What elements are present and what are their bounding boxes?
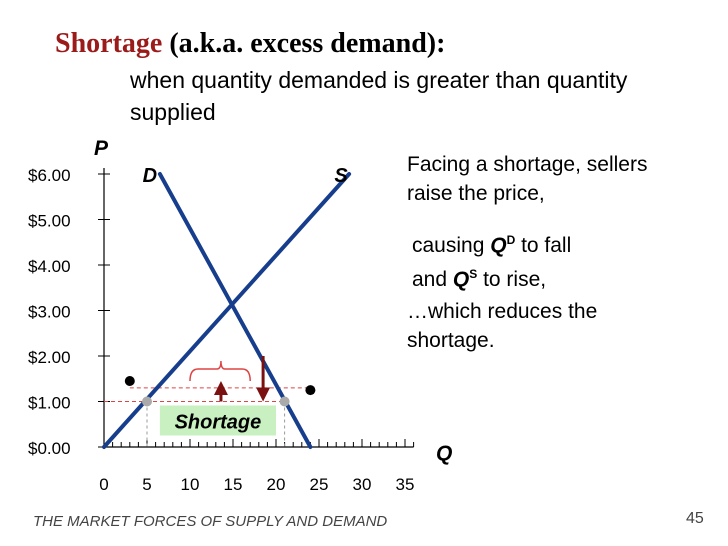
note-qd-suffix: to fall [515,234,572,257]
x-tick-label: 30 [353,475,372,494]
x-tick-label: 25 [310,475,329,494]
note-price-rise-text: Facing a shortage, sellers raise the pri… [407,153,648,205]
x-tick-label: 35 [396,475,415,494]
note-qd-super: D [506,233,516,247]
y-tick-label: $4.00 [28,257,71,276]
black-point [124,376,135,387]
note-price-rise: Facing a shortage, sellers raise the pri… [407,150,677,208]
y-tick-label: $2.00 [28,348,71,367]
gray-point [142,396,152,407]
note-quantities: causing QD to fall and QS to rise, [412,226,571,294]
curve-label-s: S [334,165,348,187]
x-axis-label: Q [436,442,452,465]
note-qs-prefix: and [412,268,453,291]
shortage-brace [189,361,251,382]
note-qd-symbol: Q [490,234,507,257]
y-tick-label: $1.00 [28,394,71,413]
y-tick-label: $3.00 [28,303,71,322]
title-rest: (a.k.a. excess demand): [169,28,446,59]
gray-point [279,396,290,407]
black-point [305,385,316,396]
x-tick-label: 20 [267,475,286,494]
footer-text: THE MARKET FORCES OF SUPPLY AND DEMAND [33,513,388,530]
page-number: 45 [686,510,704,527]
x-tick-label: 15 [224,475,243,494]
note-reduction: …which reduces the shortage. [407,297,657,355]
shortage-label: Shortage [175,412,262,434]
note-qs-super: S [469,267,478,281]
slide-title: Shortage (a.k.a. excess demand): [55,28,445,60]
subtitle: when quantity demanded is greater than q… [130,67,628,125]
x-tick-label: 5 [142,475,151,494]
x-tick-label: 10 [181,475,200,494]
y-tick-label: $5.00 [28,212,71,231]
shortage-box [159,405,276,436]
note-qs-suffix: to rise, [477,268,547,291]
y-tick-label: $6.00 [28,166,71,185]
y-axis-label: P [94,137,109,160]
note-qs-symbol: Q [452,268,470,291]
y-tick-label: $0.00 [28,439,71,458]
axis-tick-labels: $0.00 $1.00 $2.00 $3.00 $4.00 $5.00 $6.00 0 5 10 1… [28,166,414,494]
note-qd-prefix: causing [412,234,491,257]
axis-ticks [98,168,415,448]
note-reduction-text: …which reduces the shortage. [407,300,598,352]
arrow-head-down [256,387,271,402]
x-tick-label: 0 [99,475,108,494]
chart-marks: Shortage D S [102,165,352,449]
title-accent: Shortage [55,28,163,59]
curve-label-d: D [143,165,157,187]
arrow-head-up [213,381,228,396]
